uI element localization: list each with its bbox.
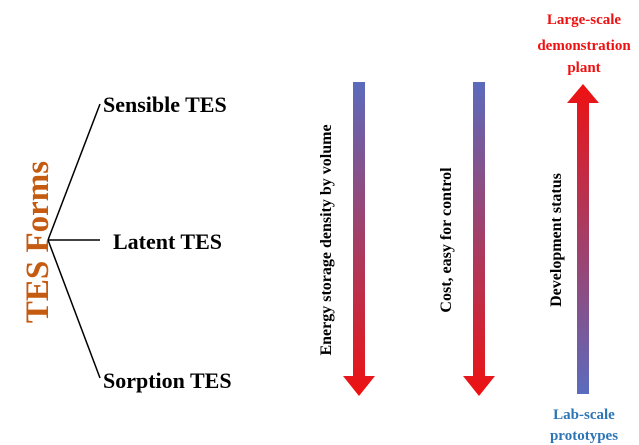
status-bottom-line-2: prototypes — [550, 428, 618, 444]
arrow-cost-control — [463, 82, 495, 396]
form-label-sorption: Sorption TES — [103, 368, 232, 393]
status-top-line-1: Large-scale — [547, 12, 621, 28]
status-top-line-3: plant — [567, 60, 600, 76]
arrow-development-status — [567, 84, 599, 394]
form-label-latent: Latent TES — [113, 229, 222, 254]
arrow-energy-density-shape — [343, 82, 375, 396]
form-label-sensible: Sensible TES — [103, 92, 227, 117]
arrow-energy-density — [343, 82, 375, 396]
diagram-title: TES Forms — [20, 161, 56, 323]
status-bottom-label: Lab-scale prototypes — [550, 407, 618, 444]
status-top-line-2: demonstration — [537, 38, 631, 54]
status-top-label: Large-scale demonstration plant — [537, 12, 631, 76]
arrow-label-development-status: Development status — [548, 173, 565, 307]
arrow-development-status-shape — [567, 84, 599, 394]
status-bottom-line-1: Lab-scale — [553, 407, 615, 423]
bracket-line-sensible — [47, 103, 101, 241]
bracket-lines — [47, 103, 101, 379]
arrow-label-energy-density: Energy storage density by volume — [318, 124, 335, 355]
arrow-cost-control-shape — [463, 82, 495, 396]
arrow-label-cost-control: Cost, easy for control — [438, 167, 455, 313]
bracket-line-sorption — [47, 239, 101, 379]
